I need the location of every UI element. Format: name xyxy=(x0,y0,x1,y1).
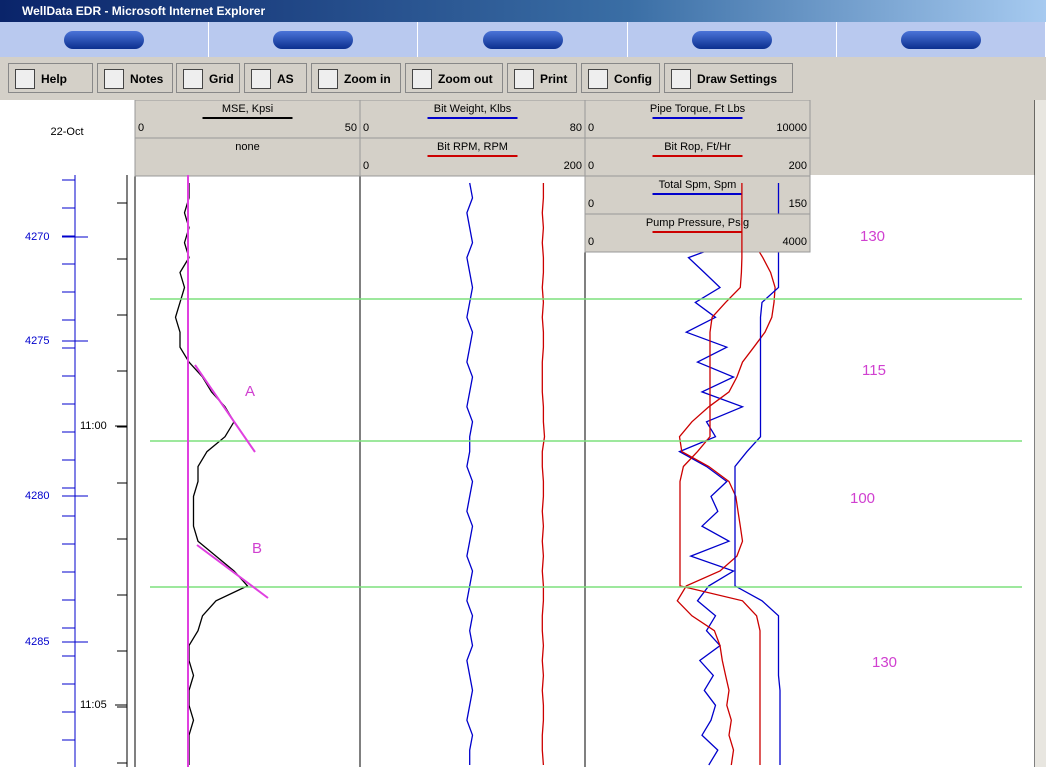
scale-min: 0 xyxy=(363,122,369,134)
scale-max: 80 xyxy=(570,122,582,134)
nav-button[interactable] xyxy=(691,30,772,49)
button-icon xyxy=(183,69,203,89)
button-label: Grid xyxy=(209,72,234,86)
scale-max: 10000 xyxy=(776,122,807,134)
toolbar-button[interactable]: Print xyxy=(507,63,577,93)
button-label: Config xyxy=(614,72,652,86)
scale-min: 0 xyxy=(588,160,594,172)
toolbar-button[interactable]: Zoom out xyxy=(405,63,503,93)
button-label: Zoom in xyxy=(344,72,391,86)
curve-name: Pump Pressure, Psig xyxy=(646,217,749,229)
window-title: WellData EDR - Microsoft Internet Explor… xyxy=(22,4,266,18)
annotation: 130 xyxy=(872,654,897,671)
nav-cell xyxy=(418,22,628,57)
log-curve xyxy=(678,182,745,766)
scale-max: 50 xyxy=(345,122,357,134)
nav-button[interactable] xyxy=(900,30,981,49)
annotation: A xyxy=(245,383,255,400)
log-curve xyxy=(679,183,761,765)
annotation: 100 xyxy=(850,490,875,507)
button-icon xyxy=(15,69,35,89)
curve-name: Bit Weight, Klbs xyxy=(434,103,512,115)
scrollbar xyxy=(1035,100,1046,767)
nav-cell xyxy=(837,22,1046,57)
curve-header xyxy=(134,137,361,177)
button-label: Notes xyxy=(130,72,164,86)
scale-min: 0 xyxy=(588,122,594,134)
scale-min: 0 xyxy=(363,160,369,172)
curve-name: Pipe Torque, Ft Lbs xyxy=(650,103,746,115)
toolbar-button[interactable]: Grid xyxy=(176,63,240,93)
button-icon xyxy=(671,69,691,89)
nav-cell xyxy=(0,22,210,57)
log-curve xyxy=(676,182,776,766)
depth-label: 4280 xyxy=(25,490,49,502)
time-label: 11:05 xyxy=(80,699,107,711)
log-curve xyxy=(541,183,546,766)
scale-min: 0 xyxy=(588,236,594,248)
annotation: 130 xyxy=(860,228,885,245)
nav-button[interactable] xyxy=(64,30,145,49)
toolbar-button[interactable]: AS xyxy=(244,63,307,93)
nav-cell xyxy=(209,22,419,57)
button-icon xyxy=(514,69,534,89)
button-icon xyxy=(588,69,608,89)
button-icon xyxy=(104,69,124,89)
scale-max: 200 xyxy=(564,160,582,172)
scale-max: 150 xyxy=(789,198,807,210)
title-bar: WellData EDR - Microsoft Internet Explor… xyxy=(0,0,1046,22)
curve-name: MSE, Kpsi xyxy=(222,103,273,115)
button-label: Draw Settings xyxy=(697,72,778,86)
curve-name: none xyxy=(235,141,259,153)
depth-label: 4285 xyxy=(25,636,49,648)
curve-name: Total Spm, Spm xyxy=(659,179,737,191)
button-icon xyxy=(412,69,432,89)
toolbar-button[interactable]: Config xyxy=(581,63,660,93)
log-curve xyxy=(174,183,249,765)
button-label: Print xyxy=(540,72,568,86)
button-icon xyxy=(318,69,338,89)
log-curve xyxy=(466,182,474,765)
curve-name: Bit RPM, RPM xyxy=(437,141,508,153)
scale-min: 0 xyxy=(138,122,144,134)
depth-label: 4275 xyxy=(25,335,49,347)
time-label: 11:00 xyxy=(80,420,107,432)
curve-name: Bit Rop, Ft/Hr xyxy=(664,141,731,153)
toolbar-button[interactable]: Help xyxy=(8,63,93,93)
depth-header xyxy=(0,100,135,175)
scale-max: 4000 xyxy=(783,236,807,248)
date-label: 22-Oct xyxy=(50,126,83,138)
button-label: Zoom out xyxy=(438,72,493,86)
button-label: Help xyxy=(41,72,68,86)
scale-min: 0 xyxy=(588,198,594,210)
trend-line xyxy=(194,364,256,453)
nav-button[interactable] xyxy=(273,30,354,49)
nav-cell xyxy=(628,22,837,57)
log-view: 22-Oct 4270 4275 4280 4285 11:00 11:05 MSE, Kps… xyxy=(0,100,1046,767)
scale-max: 200 xyxy=(789,160,807,172)
trend-line xyxy=(196,544,269,599)
nav-button[interactable] xyxy=(482,30,563,49)
annotation: 115 xyxy=(862,362,886,379)
button-icon xyxy=(251,69,271,89)
toolbar-button[interactable]: Zoom in xyxy=(311,63,401,93)
toolbar-button[interactable]: Notes xyxy=(97,63,173,93)
button-label: AS xyxy=(277,72,294,86)
toolbar-button[interactable]: Draw Settings xyxy=(664,63,793,93)
depth-label: 4270 xyxy=(25,231,49,243)
nav-strip xyxy=(0,22,1046,57)
log-curve xyxy=(734,183,781,765)
annotation: B xyxy=(252,540,262,557)
toolbar: Help Notes Grid AS Zoom in Zoom out Print Confi… xyxy=(0,57,1046,100)
